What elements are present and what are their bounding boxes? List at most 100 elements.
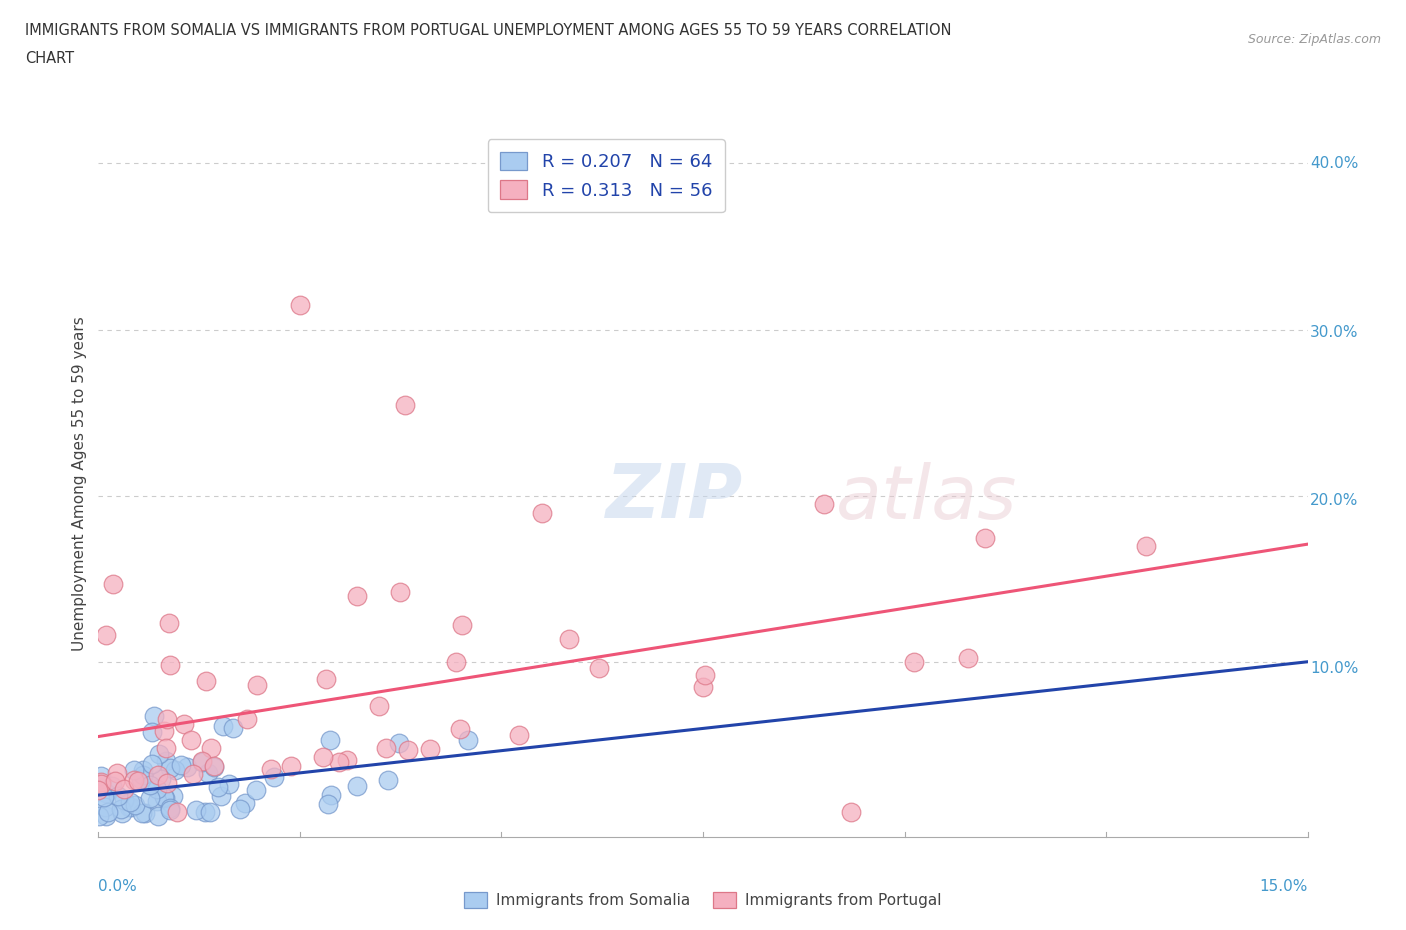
Point [346, 778, 368, 793]
Point [288, 298, 311, 312]
Point [194, 804, 217, 819]
Point [127, 774, 149, 789]
Point [388, 585, 411, 600]
Point [245, 677, 267, 692]
Point [449, 722, 471, 737]
Point [394, 397, 416, 412]
Point [124, 773, 146, 788]
Point [328, 754, 350, 769]
Point [87, 809, 110, 824]
Point [143, 709, 166, 724]
Point [141, 724, 163, 739]
Point [94, 786, 117, 801]
Point [319, 733, 342, 748]
Point [957, 650, 980, 665]
Point [90, 768, 112, 783]
Point [87, 782, 110, 797]
Point [315, 671, 337, 686]
Point [202, 759, 225, 774]
Point [316, 797, 339, 812]
Point [159, 760, 181, 775]
Text: 10.0%: 10.0% [1310, 661, 1358, 676]
Point [104, 774, 127, 789]
Point [813, 497, 835, 512]
Point [118, 794, 141, 809]
Point [388, 736, 411, 751]
Point [145, 793, 167, 808]
Point [259, 761, 281, 776]
Point [558, 631, 581, 646]
Point [165, 763, 187, 777]
Point [152, 790, 174, 804]
Point [166, 804, 188, 819]
Point [451, 618, 474, 632]
Point [156, 776, 179, 790]
Point [155, 790, 177, 805]
Point [111, 806, 134, 821]
Point [141, 757, 163, 772]
Point [197, 765, 219, 780]
Point [457, 733, 479, 748]
Point [146, 809, 169, 824]
Text: 40.0%: 40.0% [1310, 156, 1358, 171]
Point [245, 783, 267, 798]
Point [118, 800, 141, 815]
Point [157, 616, 180, 631]
Point [112, 782, 135, 797]
Point [180, 733, 202, 748]
Point [132, 767, 155, 782]
Point [176, 760, 198, 775]
Point [124, 797, 146, 812]
Point [153, 724, 176, 738]
Point [312, 750, 335, 764]
Point [96, 628, 118, 643]
Point [367, 698, 389, 713]
Point [139, 791, 162, 806]
Point [319, 788, 342, 803]
Text: IMMIGRANTS FROM SOMALIA VS IMMIGRANTS FROM PORTUGAL UNEMPLOYMENT AMONG AGES 55 T: IMMIGRANTS FROM SOMALIA VS IMMIGRANTS FR… [25, 23, 952, 38]
Text: 15.0%: 15.0% [1260, 880, 1308, 895]
Point [191, 755, 214, 770]
Point [90, 777, 112, 791]
Point [110, 802, 132, 817]
Point [218, 777, 240, 791]
Point [132, 763, 155, 777]
Point [229, 802, 252, 817]
Point [235, 712, 257, 727]
Point [90, 775, 112, 790]
Point [211, 718, 233, 733]
Point [280, 758, 302, 773]
Point [131, 805, 153, 820]
Point [446, 655, 468, 670]
Y-axis label: Unemployment Among Ages 55 to 59 years: Unemployment Among Ages 55 to 59 years [72, 316, 87, 651]
Text: 20.0%: 20.0% [1310, 493, 1358, 508]
Point [200, 741, 222, 756]
Point [101, 577, 124, 591]
Point [155, 753, 177, 768]
Point [419, 741, 441, 756]
Point [207, 779, 229, 794]
Point [101, 778, 124, 793]
Point [129, 771, 152, 786]
Point [374, 740, 396, 755]
Point [93, 790, 115, 804]
Point [508, 727, 530, 742]
Point [94, 800, 117, 815]
Point [346, 589, 368, 604]
Point [162, 789, 184, 804]
Point [159, 801, 181, 816]
Point [112, 793, 135, 808]
Point [693, 668, 716, 683]
Point [148, 747, 170, 762]
Point [155, 711, 177, 726]
Point [122, 763, 145, 777]
Text: ZIP: ZIP [606, 461, 744, 534]
Point [692, 679, 714, 694]
Point [107, 789, 129, 804]
Point [335, 752, 357, 767]
Text: CHART: CHART [25, 51, 75, 66]
Point [194, 673, 217, 688]
Point [184, 803, 207, 817]
Point [107, 765, 129, 780]
Text: atlas: atlas [837, 461, 1018, 534]
